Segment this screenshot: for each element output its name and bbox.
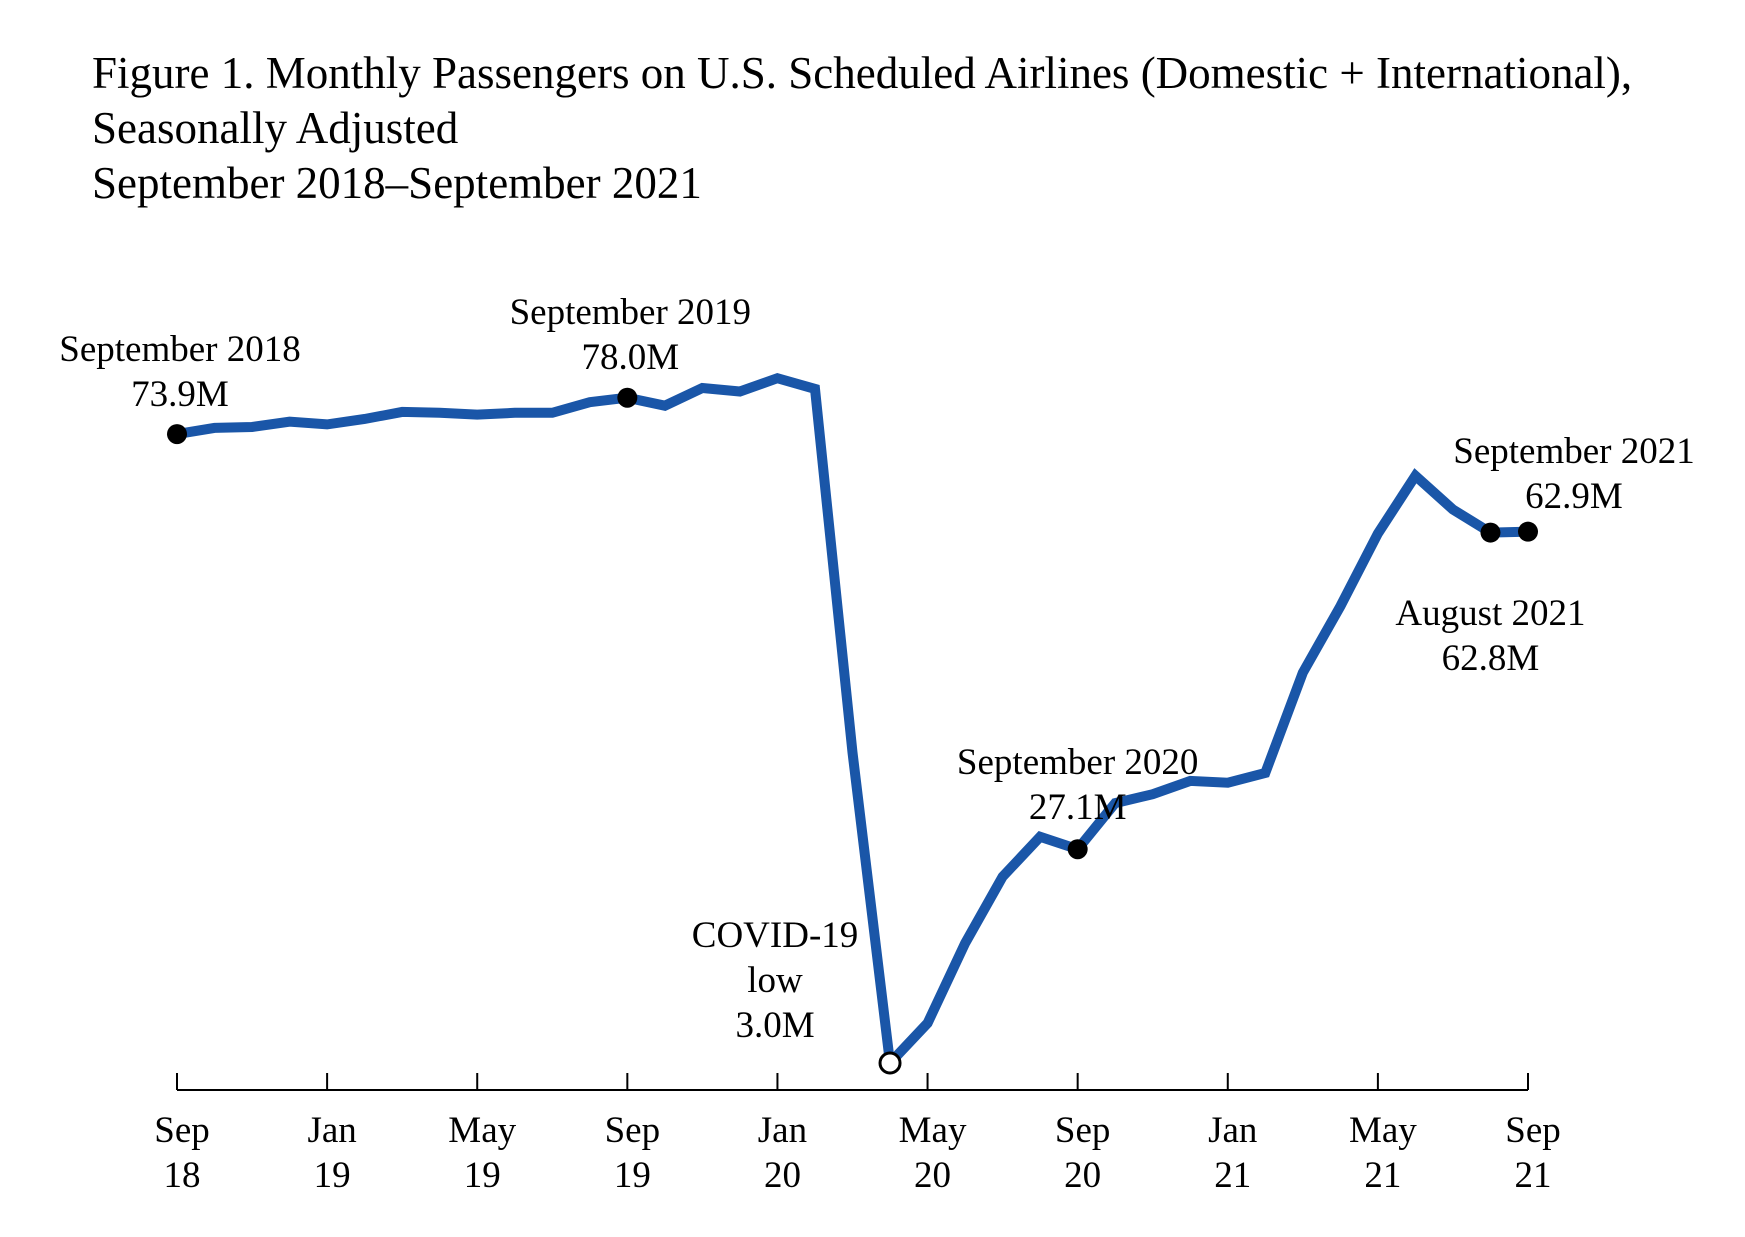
marker-layer bbox=[167, 387, 1538, 1075]
x-tick-label: May bbox=[1349, 1110, 1417, 1151]
x-tick-label: Sep bbox=[1505, 1110, 1561, 1151]
data-label: 27.1M bbox=[1029, 787, 1127, 828]
data-point-marker bbox=[1480, 522, 1501, 543]
data-point-marker bbox=[878, 1051, 902, 1075]
data-label: 62.9M bbox=[1525, 476, 1623, 517]
x-tick-label: 19 bbox=[314, 1155, 351, 1196]
series-layer bbox=[176, 372, 1529, 1075]
data-label: 3.0M bbox=[735, 1005, 814, 1046]
data-label: low bbox=[747, 960, 803, 1001]
data-point-marker bbox=[167, 424, 187, 445]
chart-title-line-2: Seasonally Adjusted bbox=[92, 103, 459, 153]
x-tick-label: 20 bbox=[764, 1155, 801, 1196]
data-label: 62.8M bbox=[1442, 638, 1540, 679]
x-tick-label: May bbox=[899, 1110, 967, 1151]
data-label: 73.9M bbox=[131, 374, 229, 415]
data-point-marker bbox=[617, 387, 638, 408]
data-label: September 2020 bbox=[957, 742, 1198, 783]
x-axis: Sep18Jan19May19Sep19Jan20May20Sep20Jan21… bbox=[154, 1073, 1561, 1196]
data-label: 78.0M bbox=[582, 337, 680, 378]
chart-subtitle: September 2018–September 2021 bbox=[92, 158, 702, 208]
data-label: September 2018 bbox=[59, 329, 300, 370]
x-tick-label: Jan bbox=[758, 1110, 807, 1151]
x-tick-label: 20 bbox=[914, 1155, 951, 1196]
x-tick-label: Jan bbox=[1208, 1110, 1257, 1151]
x-tick-label: 18 bbox=[164, 1155, 201, 1196]
x-tick-label: 21 bbox=[1364, 1155, 1401, 1196]
chart-title-line-1: Figure 1. Monthly Passengers on U.S. Sch… bbox=[92, 48, 1633, 98]
chart-title: Figure 1. Monthly Passengers on U.S. Sch… bbox=[92, 46, 1632, 211]
data-label: COVID-19 bbox=[692, 915, 858, 956]
data-point-marker bbox=[1067, 839, 1088, 860]
data-label: September 2019 bbox=[510, 292, 751, 333]
x-tick-label: Sep bbox=[605, 1110, 661, 1151]
data-label: September 2021 bbox=[1453, 431, 1694, 472]
x-tick-label: Sep bbox=[1055, 1110, 1111, 1151]
x-tick-label: 21 bbox=[1515, 1155, 1552, 1196]
x-tick-label: May bbox=[448, 1110, 516, 1151]
x-tick-label: Sep bbox=[154, 1110, 210, 1151]
data-point-marker bbox=[1518, 521, 1538, 542]
x-tick-label: 21 bbox=[1214, 1155, 1251, 1196]
x-tick-label: Jan bbox=[307, 1110, 356, 1151]
data-label: August 2021 bbox=[1395, 593, 1585, 634]
x-tick-label: 19 bbox=[614, 1155, 651, 1196]
series-line bbox=[176, 372, 1529, 1075]
x-tick-label: 19 bbox=[464, 1155, 501, 1196]
x-tick-label: 20 bbox=[1064, 1155, 1101, 1196]
